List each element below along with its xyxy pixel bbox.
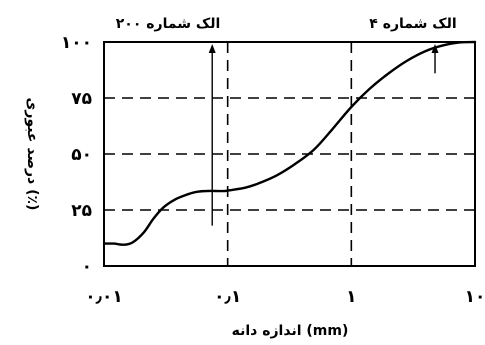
- sieve-4-label: الک شماره ۴: [369, 16, 456, 32]
- x-tick-label: ۱: [346, 287, 356, 307]
- gradation-curve: [102, 40, 477, 246]
- y-tick-label: ۵۰: [71, 145, 92, 165]
- annotation-arrowhead: [431, 44, 439, 53]
- sieve-200-label: الک شماره ۲۰۰: [116, 16, 221, 32]
- arrow-layer: [208, 44, 439, 226]
- y-tick-label: ۱۰۰: [61, 33, 92, 53]
- y-tick-label: ۰: [82, 257, 92, 277]
- x-tick-labels: ۰٫۰۱ ۰٫۱ ۱ ۱۰: [85, 287, 485, 307]
- x-tick-label: ۱۰: [465, 287, 485, 307]
- x-tick-label: ۰٫۰۱: [85, 287, 122, 307]
- plot-frame: [103, 41, 476, 267]
- y-axis-title: درصد عبوری (٪): [24, 98, 40, 211]
- x-tick-label: ۰٫۱: [214, 287, 241, 307]
- annotation-arrowhead: [208, 44, 216, 53]
- y-tick-label: ۷۵: [71, 89, 92, 109]
- grid-layer: [104, 42, 475, 266]
- x-axis-title: اندازه دانه (mm): [232, 323, 349, 339]
- y-tick-label: ۲۵: [71, 201, 92, 221]
- y-tick-labels: ۰ ۲۵ ۵۰ ۷۵ ۱۰۰: [61, 33, 92, 277]
- curve-layer: [102, 40, 477, 246]
